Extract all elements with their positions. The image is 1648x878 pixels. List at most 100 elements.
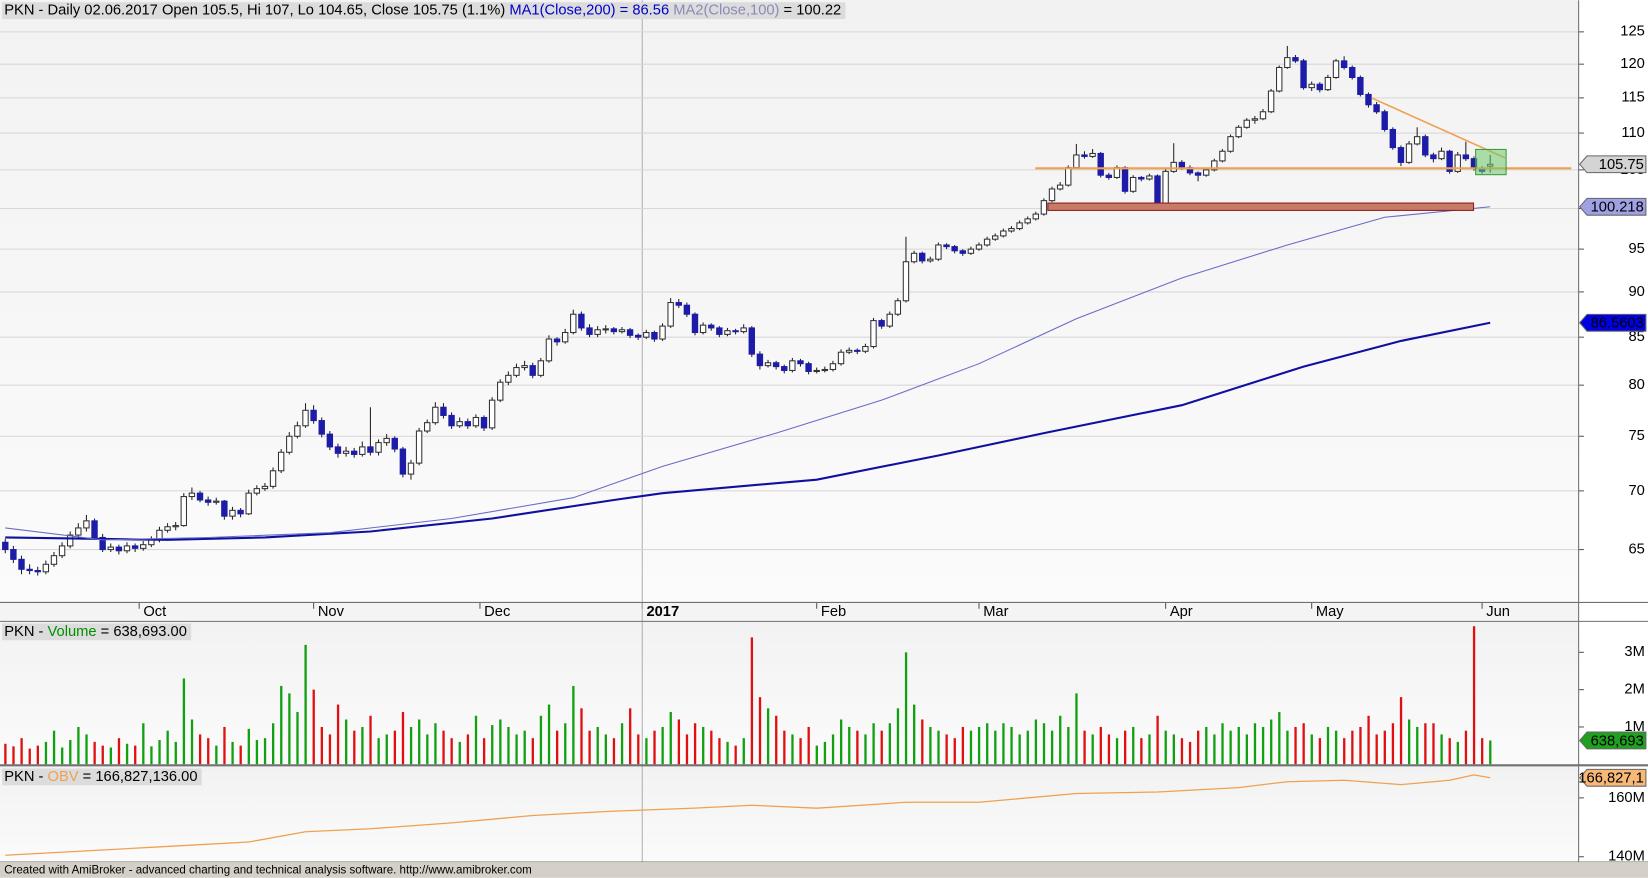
tag-box	[1578, 768, 1647, 787]
volume-bar	[377, 738, 380, 765]
candle-body	[821, 368, 829, 372]
volume-bar	[775, 715, 778, 765]
volume-bar	[117, 738, 121, 765]
volume-bar	[872, 723, 875, 765]
candle-body	[667, 302, 674, 327]
volume-bar	[783, 730, 786, 765]
volume-bar	[328, 734, 332, 765]
candle-body	[497, 381, 504, 401]
candle-body	[367, 446, 374, 453]
volume-bar	[263, 738, 267, 765]
candle-body	[83, 520, 90, 529]
header-part: PKN -	[4, 624, 47, 640]
volume-bar	[482, 738, 486, 765]
volume-bar	[1091, 734, 1094, 765]
y-tick-label: 95	[1628, 241, 1644, 257]
candle-body	[1105, 174, 1113, 178]
header-part: PKN - Daily 02.06.2017 Open 105.5, Hi 10…	[4, 3, 509, 19]
volume-bar	[1059, 715, 1062, 765]
volume-bar	[1213, 734, 1216, 765]
volume-bar	[507, 726, 510, 765]
volume-bar	[304, 644, 307, 765]
candle-body	[448, 414, 455, 427]
y-tick-label: 2M	[1624, 682, 1644, 698]
volume-bar	[750, 637, 754, 765]
y-tick-label: 120	[1620, 56, 1645, 72]
volume-bar	[1261, 726, 1265, 765]
volume-bar	[1489, 740, 1492, 765]
y-tick-label: 80	[1628, 377, 1644, 393]
candle-body	[318, 420, 325, 435]
candle-body	[781, 366, 788, 371]
candle-body	[1357, 76, 1364, 95]
candle-body	[488, 399, 496, 429]
candle-body	[902, 261, 910, 302]
header-bg	[2, 768, 202, 786]
candle-body	[659, 325, 666, 340]
candle-body	[91, 520, 98, 538]
candle-body	[99, 536, 106, 551]
candle-body	[1202, 169, 1210, 176]
candle-body	[50, 555, 58, 565]
candle-body	[886, 313, 893, 327]
volume-bar	[69, 740, 72, 765]
candle-body	[708, 324, 715, 329]
volume-bar	[1148, 734, 1151, 765]
candle-body	[261, 485, 269, 490]
candle-body	[294, 425, 301, 437]
candle-body	[196, 492, 204, 501]
volume-bar	[1140, 738, 1143, 765]
candle-body	[626, 329, 634, 336]
y-tick-label: 110	[1621, 125, 1644, 141]
volume-bar	[1375, 734, 1378, 765]
candle-body	[440, 406, 447, 416]
volume-bar	[1034, 719, 1038, 765]
obv-line	[5, 774, 1491, 856]
candle-body	[1121, 167, 1129, 192]
volume-bar	[1237, 726, 1240, 765]
volume-bar	[426, 734, 429, 765]
volume-bar	[1197, 730, 1200, 765]
candle-body	[959, 250, 966, 254]
candle-body	[1178, 161, 1186, 169]
volume-bar	[1383, 730, 1386, 765]
candle-body	[1292, 57, 1299, 62]
candle-body	[1032, 213, 1039, 220]
obv-pane	[0, 766, 1579, 863]
volume-bar	[953, 738, 956, 765]
candle-body	[975, 244, 983, 250]
candle-body	[1397, 147, 1405, 163]
candle-body	[1349, 66, 1356, 79]
volume-bar	[823, 741, 827, 765]
volume-bar	[271, 723, 275, 765]
candle-body	[140, 544, 147, 549]
volume-bar	[1188, 741, 1192, 765]
candle-body	[553, 338, 561, 343]
volume-bar	[1448, 738, 1451, 765]
candle-body	[269, 470, 277, 487]
volume-bar	[637, 734, 640, 765]
volume-bar	[1180, 738, 1184, 765]
value-tag: 100.218	[1578, 197, 1647, 216]
volume-bar	[1286, 730, 1289, 765]
moving-average	[5, 321, 1491, 541]
volume-bar	[385, 734, 388, 765]
volume-bar	[815, 745, 818, 765]
candle-body	[854, 349, 861, 352]
tag-label: 86.5603	[1591, 316, 1644, 332]
candle-body	[862, 346, 869, 352]
candle-body	[1324, 76, 1332, 91]
header-part: OBV	[48, 769, 79, 785]
candle-body	[407, 462, 415, 475]
volume-bar	[166, 730, 169, 765]
x-tick-label: Nov	[318, 604, 345, 620]
candle-body	[545, 338, 553, 362]
candle-body	[870, 320, 877, 348]
candle-body	[229, 509, 236, 517]
candle-body	[1422, 136, 1429, 156]
volume-bar	[629, 708, 632, 765]
candle-body	[578, 313, 585, 329]
candle-body	[480, 416, 488, 429]
candle-body	[756, 353, 764, 367]
candle-body	[813, 369, 820, 373]
